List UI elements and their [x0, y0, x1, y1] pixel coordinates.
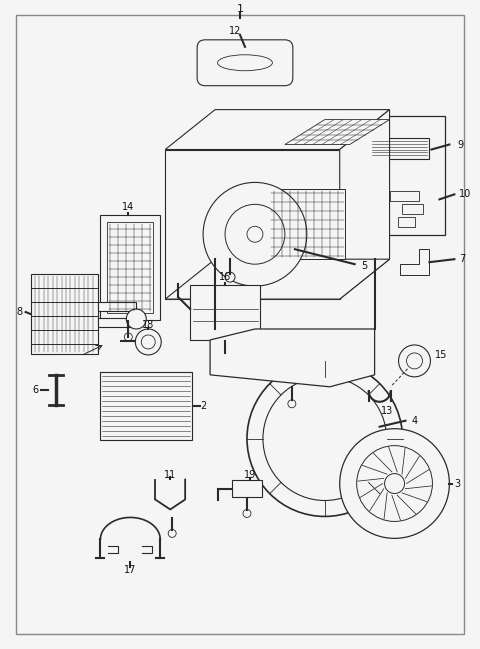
Polygon shape [165, 149, 340, 299]
Text: 9: 9 [457, 140, 464, 149]
Text: 12: 12 [229, 26, 241, 36]
Text: 16: 16 [219, 272, 231, 282]
Text: 1: 1 [237, 4, 243, 14]
Bar [402, 204, 423, 214]
Circle shape [340, 429, 449, 539]
Bar [100, 215, 160, 320]
Text: 7: 7 [459, 254, 466, 264]
Text: 10: 10 [459, 190, 472, 199]
Text: 8: 8 [16, 307, 23, 317]
Text: 4: 4 [411, 416, 418, 426]
FancyBboxPatch shape [197, 40, 293, 86]
Text: 3: 3 [455, 478, 460, 489]
Circle shape [247, 227, 263, 242]
Polygon shape [399, 249, 430, 275]
Bar [31, 274, 98, 354]
Bar [232, 480, 262, 498]
Text: 17: 17 [124, 565, 136, 575]
Bar [270, 190, 345, 259]
Text: 14: 14 [122, 202, 134, 212]
Bar [190, 285, 260, 340]
Circle shape [225, 204, 285, 264]
Circle shape [288, 400, 296, 408]
Circle shape [135, 329, 161, 355]
Circle shape [357, 446, 432, 521]
Bar [108, 223, 153, 313]
Text: 13: 13 [382, 406, 394, 416]
Polygon shape [210, 329, 374, 387]
Text: 11: 11 [164, 470, 176, 480]
Circle shape [168, 530, 176, 537]
Circle shape [384, 474, 405, 493]
Circle shape [203, 182, 307, 286]
Polygon shape [165, 110, 390, 149]
Circle shape [398, 345, 431, 377]
Text: 18: 18 [142, 320, 155, 330]
Bar [390, 191, 420, 201]
Text: 2: 2 [200, 401, 206, 411]
Circle shape [126, 309, 146, 329]
Circle shape [221, 353, 229, 361]
Text: 5: 5 [361, 261, 368, 271]
Polygon shape [165, 259, 390, 299]
Polygon shape [285, 119, 390, 145]
Polygon shape [340, 110, 390, 299]
Bar [98, 318, 136, 327]
Circle shape [225, 272, 235, 282]
Circle shape [407, 353, 422, 369]
Text: 6: 6 [33, 385, 38, 395]
Bar [397, 217, 416, 227]
Bar [370, 138, 430, 160]
Circle shape [141, 335, 155, 349]
Bar [100, 372, 192, 439]
Text: 19: 19 [244, 470, 256, 480]
Circle shape [124, 333, 132, 341]
Ellipse shape [217, 55, 273, 71]
Bar [98, 302, 136, 311]
Circle shape [243, 509, 251, 517]
Bar [284, 116, 445, 235]
Text: 15: 15 [435, 350, 448, 360]
Circle shape [247, 361, 403, 517]
Circle shape [263, 377, 386, 500]
